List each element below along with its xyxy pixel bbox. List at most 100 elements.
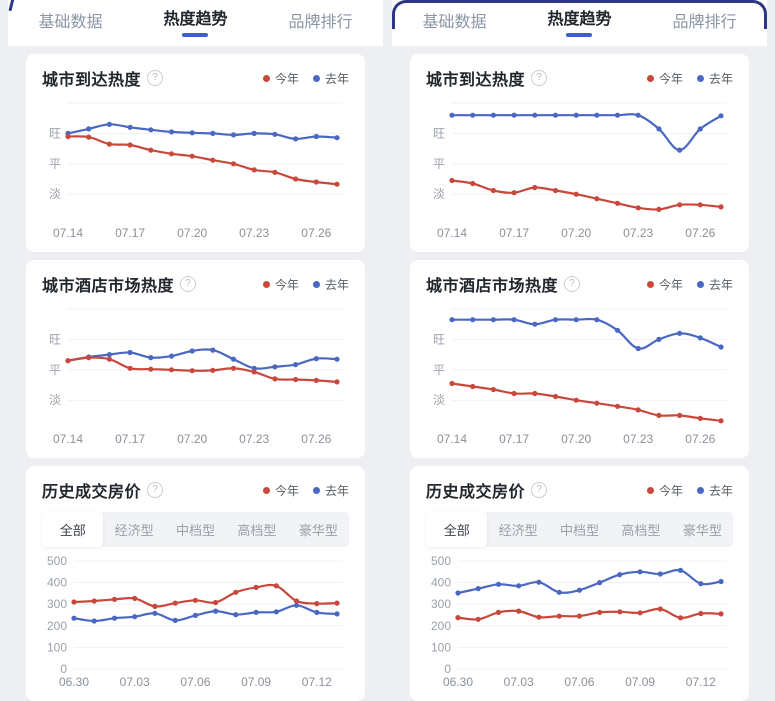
card-header: 历史成交房价 ? 今年 去年 xyxy=(426,480,733,501)
tab-label: 热度趋势 xyxy=(163,10,228,28)
legend-label: 去年 xyxy=(324,483,349,498)
legend-dot-last-year xyxy=(312,280,320,288)
filter-midscale[interactable]: 中档型 xyxy=(176,523,216,538)
legend-dot-this-year xyxy=(646,74,654,82)
filter-economy[interactable]: 经济型 xyxy=(114,523,154,538)
city-arrival-heat-chart: 旺平淡 07.14 07.17 07.20 07.23 07.26 xyxy=(433,102,727,240)
card-header: 城市到达热度 ? 今年 去年 xyxy=(42,68,349,89)
legend-dot-this-year xyxy=(262,280,270,288)
svg-text:07.26: 07.26 xyxy=(685,226,715,240)
svg-text:07.23: 07.23 xyxy=(239,432,269,446)
svg-text:旺: 旺 xyxy=(433,126,445,140)
tab-label: 品牌排行 xyxy=(672,14,737,31)
svg-text:07.09: 07.09 xyxy=(241,675,271,689)
filter-upscale[interactable]: 高档型 xyxy=(621,523,661,538)
svg-text:07.17: 07.17 xyxy=(499,432,529,446)
tab-label: 基础数据 xyxy=(422,14,487,31)
legend: 今年 去年 xyxy=(646,276,733,293)
legend-dot-this-year xyxy=(646,280,654,288)
tab-brand-ranking[interactable]: 品牌排行 xyxy=(672,13,736,33)
svg-text:07.26: 07.26 xyxy=(301,432,331,446)
filter-upscale[interactable]: 高档型 xyxy=(237,523,277,538)
legend-dot-last-year xyxy=(312,74,320,82)
card-title: 历史成交房价 xyxy=(426,484,526,501)
legend: 今年 去年 xyxy=(262,276,349,293)
tab-brand-ranking[interactable]: 品牌排行 xyxy=(288,13,352,33)
legend-item-last-year: 去年 xyxy=(696,70,733,87)
svg-text:07.03: 07.03 xyxy=(120,675,150,689)
svg-text:0: 0 xyxy=(444,662,451,676)
card-header: 城市酒店市场热度 ? 今年 去年 xyxy=(426,274,733,295)
legend: 今年 去年 xyxy=(262,482,349,499)
svg-text:300: 300 xyxy=(47,597,67,611)
report-panel-left: 基础数据 热度趋势 品牌排行 城市到达热度 ? 今年 去年 旺平淡 07.14 07… xyxy=(8,0,383,701)
svg-text:07.14: 07.14 xyxy=(53,432,83,446)
legend-dot-this-year xyxy=(262,74,270,82)
svg-text:平: 平 xyxy=(433,157,445,171)
card-header: 城市酒店市场热度 ? 今年 去年 xyxy=(42,274,349,295)
legend-item-last-year: 去年 xyxy=(312,276,349,293)
svg-text:500: 500 xyxy=(431,554,451,568)
help-icon[interactable]: ? xyxy=(531,482,548,498)
tab-basic-data[interactable]: 基础数据 xyxy=(422,13,486,33)
svg-text:07.14: 07.14 xyxy=(437,432,467,446)
tab-heat-trend[interactable]: 热度趋势 xyxy=(547,10,612,37)
svg-text:07.12: 07.12 xyxy=(302,675,332,689)
tab-bar: 基础数据 热度趋势 品牌排行 xyxy=(8,0,383,46)
filter-luxury[interactable]: 豪华型 xyxy=(298,523,338,538)
legend-item-last-year: 去年 xyxy=(312,70,349,87)
help-icon[interactable]: ? xyxy=(531,70,548,86)
legend-item-last-year: 去年 xyxy=(312,482,349,499)
card-title: 历史成交房价 xyxy=(42,484,142,501)
city-hotel-market-heat-chart: 旺平淡 07.14 07.17 07.20 07.23 07.26 xyxy=(433,308,727,446)
svg-text:07.26: 07.26 xyxy=(685,432,715,446)
tab-basic-data[interactable]: 基础数据 xyxy=(38,13,102,33)
svg-text:400: 400 xyxy=(431,576,451,590)
legend-item-last-year: 去年 xyxy=(696,276,733,293)
help-icon[interactable]: ? xyxy=(147,482,164,498)
help-icon[interactable]: ? xyxy=(180,276,197,292)
active-tab-underline xyxy=(566,32,593,37)
tab-heat-trend[interactable]: 热度趋势 xyxy=(163,10,228,37)
svg-text:07.06: 07.06 xyxy=(180,675,210,689)
svg-text:07.23: 07.23 xyxy=(623,226,653,240)
legend-item-this-year: 今年 xyxy=(262,276,299,293)
help-icon[interactable]: ? xyxy=(564,276,581,292)
filter-all[interactable]: 全部 xyxy=(426,512,488,547)
svg-text:07.20: 07.20 xyxy=(561,226,591,240)
svg-text:07.03: 07.03 xyxy=(504,675,534,689)
tab-label: 基础数据 xyxy=(38,14,103,31)
svg-text:旺: 旺 xyxy=(433,332,445,346)
filter-luxury[interactable]: 豪华型 xyxy=(682,523,722,538)
legend-item-last-year: 去年 xyxy=(696,482,733,499)
svg-text:07.20: 07.20 xyxy=(177,226,207,240)
legend-label: 今年 xyxy=(658,277,683,292)
help-icon[interactable]: ? xyxy=(147,70,164,86)
svg-text:06.30: 06.30 xyxy=(59,675,89,689)
legend-item-this-year: 今年 xyxy=(646,482,683,499)
svg-text:07.17: 07.17 xyxy=(115,432,145,446)
card-title: 城市到达热度 xyxy=(42,72,142,89)
svg-text:淡: 淡 xyxy=(433,187,445,201)
filter-midscale[interactable]: 中档型 xyxy=(560,523,600,538)
history-price-chart: 500 400 300 200 100 006.30 07.03 07.06 07.09 07.1… xyxy=(431,554,727,689)
legend-dot-this-year xyxy=(646,486,654,494)
card-title: 城市酒店市场热度 xyxy=(426,278,559,295)
svg-text:07.09: 07.09 xyxy=(625,675,655,689)
city-hotel-market-heat-chart: 旺平淡 07.14 07.17 07.20 07.23 07.26 xyxy=(49,308,343,446)
tab-bar: 基础数据 热度趋势 品牌排行 xyxy=(392,0,767,46)
svg-text:07.23: 07.23 xyxy=(623,432,653,446)
active-tab-underline xyxy=(182,32,209,37)
svg-text:100: 100 xyxy=(47,640,67,654)
svg-text:300: 300 xyxy=(431,597,451,611)
card-city-hotel-market-heat: 城市酒店市场热度 ? 今年 去年 旺平淡 07.14 07.17 07.20 07.23… xyxy=(26,260,365,458)
svg-text:平: 平 xyxy=(49,363,61,377)
svg-text:07.12: 07.12 xyxy=(686,675,716,689)
svg-text:淡: 淡 xyxy=(49,393,61,407)
legend-dot-this-year xyxy=(262,486,270,494)
legend-item-this-year: 今年 xyxy=(262,482,299,499)
card-city-arrival-heat: 城市到达热度 ? 今年 去年 旺平淡 07.14 07.17 07.20 07.23 07… xyxy=(410,54,749,252)
filter-economy[interactable]: 经济型 xyxy=(498,523,538,538)
legend-dot-last-year xyxy=(696,280,704,288)
filter-all[interactable]: 全部 xyxy=(42,512,104,547)
